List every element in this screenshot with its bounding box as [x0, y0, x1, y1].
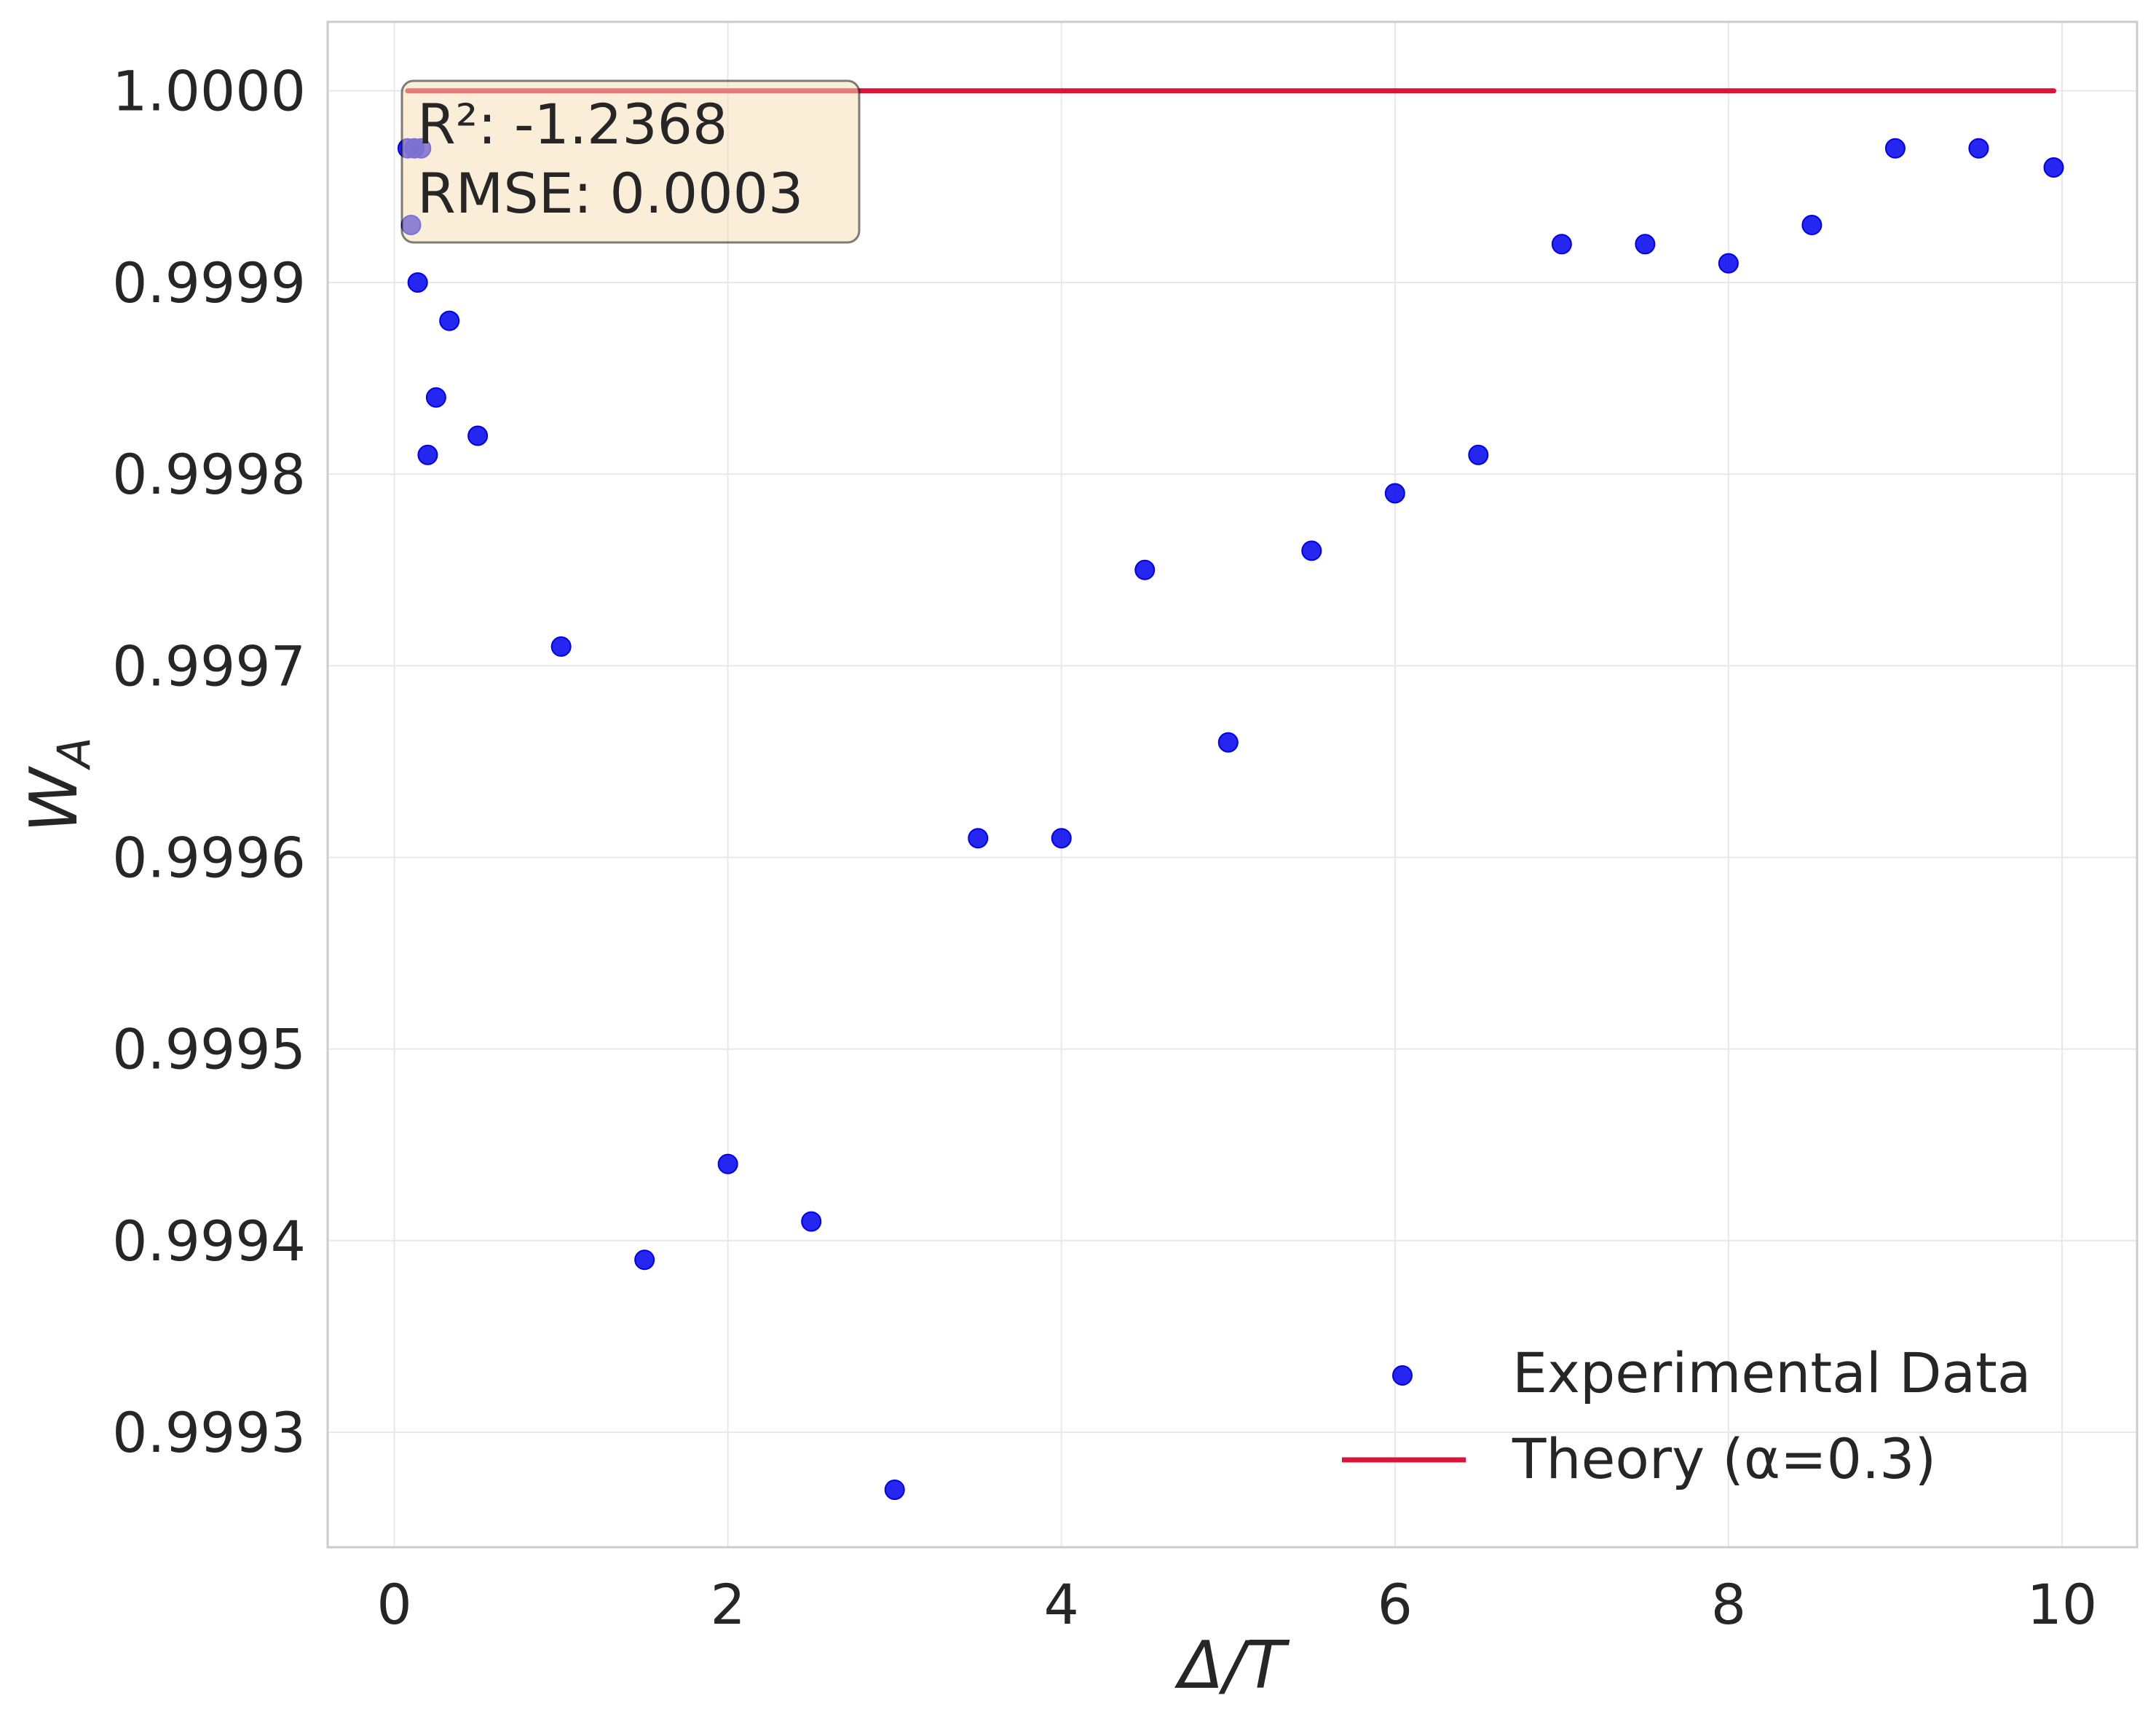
y-axis-title-subscript: A — [47, 737, 100, 770]
stats-r2: R²: -1.2368 — [417, 92, 727, 157]
y-tick-label: 0.9995 — [112, 1017, 306, 1082]
data-point — [1551, 234, 1572, 255]
stats-rmse: RMSE: 0.0003 — [417, 161, 803, 226]
x-tick-label: 8 — [1711, 1572, 1746, 1637]
y-axis-title: WA — [16, 737, 100, 832]
data-point — [467, 425, 489, 446]
data-point — [1968, 138, 1989, 159]
x-tick-label: 6 — [1378, 1572, 1413, 1637]
legend-marker-experimental — [1392, 1365, 1413, 1386]
data-point — [425, 387, 446, 408]
data-point — [884, 1480, 905, 1501]
y-tick-labels: 0.9993 0.9994 0.9995 0.9996 0.9997 0.9998 0.99… — [112, 59, 306, 1465]
plot-background — [328, 22, 2137, 1547]
data-point — [417, 444, 438, 465]
data-point — [439, 310, 460, 331]
data-point — [550, 636, 572, 657]
y-tick-label: 1.0000 — [112, 59, 306, 124]
plot-frame — [326, 20, 2139, 1549]
data-point — [1635, 234, 1656, 255]
x-tick-labels: 0 2 4 6 8 10 — [376, 1572, 2097, 1637]
x-axis-title: Δ/T — [1174, 1627, 1290, 1704]
y-tick-label: 0.9999 — [112, 250, 306, 315]
data-point — [1301, 540, 1322, 561]
data-point — [1801, 214, 1823, 235]
stats-box-background — [400, 79, 861, 244]
data-point — [1718, 253, 1739, 274]
legend-label-experimental: Experimental Data — [1512, 1340, 2031, 1405]
x-tick-label: 4 — [1044, 1572, 1079, 1637]
data-point — [2043, 157, 2064, 178]
data-point — [968, 828, 989, 849]
y-tick-label: 0.9994 — [112, 1209, 306, 1273]
legend: Experimental Data Theory (α=0.3) — [1342, 1340, 2031, 1491]
data-point — [1134, 559, 1156, 580]
y-tick-label: 0.9996 — [112, 826, 306, 890]
data-point — [717, 1153, 738, 1174]
y-tick-label: 0.9993 — [112, 1400, 306, 1465]
legend-label-theory: Theory (α=0.3) — [1512, 1426, 1936, 1491]
data-point — [1884, 138, 1906, 159]
x-tick-label: 0 — [376, 1572, 411, 1637]
data-point — [801, 1211, 822, 1232]
x-tick-label: 2 — [710, 1572, 745, 1637]
stats-box: R²: -1.2368 RMSE: 0.0003 — [400, 79, 861, 244]
y-axis-title-main: W — [16, 766, 92, 833]
x-tick-label: 10 — [2027, 1572, 2098, 1637]
data-point — [1468, 444, 1489, 465]
data-point — [1217, 732, 1239, 753]
y-tick-label: 0.9998 — [112, 442, 306, 507]
data-point — [634, 1249, 655, 1271]
y-tick-label: 0.9997 — [112, 633, 306, 698]
data-point — [1051, 828, 1072, 849]
data-point — [407, 272, 428, 293]
data-point — [1384, 483, 1405, 504]
